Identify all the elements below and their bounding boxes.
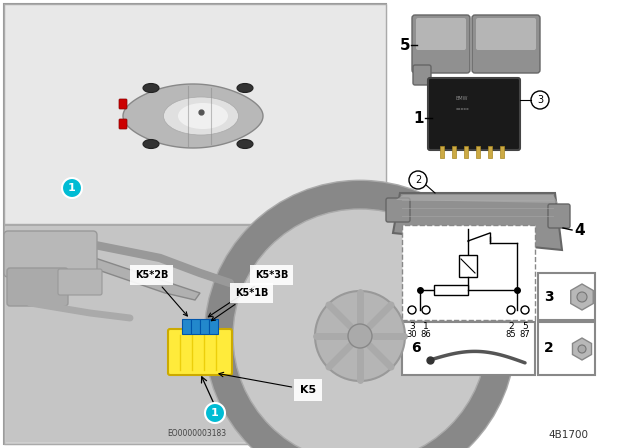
Text: K5*3B: K5*3B — [209, 270, 289, 317]
Text: EO0000003183: EO0000003183 — [168, 429, 227, 438]
Text: 1: 1 — [211, 408, 219, 418]
Bar — [500, 146, 504, 158]
FancyBboxPatch shape — [119, 119, 127, 129]
Bar — [402, 225, 535, 320]
FancyBboxPatch shape — [416, 18, 466, 50]
Bar — [434, 285, 468, 295]
Text: 1: 1 — [413, 111, 424, 125]
Text: 30: 30 — [406, 330, 417, 339]
FancyBboxPatch shape — [476, 18, 536, 50]
FancyBboxPatch shape — [413, 65, 431, 85]
Text: K5: K5 — [219, 372, 316, 395]
Ellipse shape — [237, 139, 253, 148]
Circle shape — [578, 345, 586, 353]
Polygon shape — [123, 84, 263, 148]
FancyBboxPatch shape — [428, 78, 520, 150]
Bar — [488, 146, 492, 158]
FancyBboxPatch shape — [4, 231, 97, 277]
FancyBboxPatch shape — [209, 319, 218, 333]
Bar — [476, 146, 480, 158]
Bar — [4, 4, 386, 444]
FancyBboxPatch shape — [548, 204, 570, 228]
FancyBboxPatch shape — [168, 329, 232, 375]
Text: 4: 4 — [575, 223, 586, 237]
Text: 1: 1 — [423, 322, 429, 331]
Ellipse shape — [143, 83, 159, 92]
FancyBboxPatch shape — [200, 319, 209, 333]
Bar — [440, 146, 444, 158]
FancyBboxPatch shape — [58, 269, 102, 295]
Text: 4B1700: 4B1700 — [548, 430, 588, 440]
Bar — [392, 0, 640, 448]
Text: 5: 5 — [522, 322, 528, 331]
Circle shape — [205, 181, 515, 448]
Polygon shape — [396, 195, 558, 203]
Text: 6: 6 — [411, 341, 421, 355]
Ellipse shape — [163, 97, 239, 135]
FancyBboxPatch shape — [182, 319, 191, 333]
Polygon shape — [8, 238, 200, 300]
Text: 3: 3 — [537, 95, 543, 105]
Text: 2: 2 — [415, 175, 421, 185]
Bar — [464, 146, 468, 158]
Text: 86: 86 — [420, 330, 431, 339]
FancyBboxPatch shape — [412, 15, 470, 73]
Bar — [452, 146, 456, 158]
Bar — [4, 225, 386, 444]
Bar — [538, 273, 595, 320]
Text: 1: 1 — [68, 183, 76, 193]
Text: ▪▪▪▪▪: ▪▪▪▪▪ — [455, 106, 469, 110]
Circle shape — [409, 171, 427, 189]
Ellipse shape — [237, 83, 253, 92]
Text: 2: 2 — [544, 341, 554, 355]
Bar — [6, 226, 384, 442]
Text: 3: 3 — [409, 322, 415, 331]
Text: K5*1B: K5*1B — [211, 288, 268, 321]
Circle shape — [233, 209, 487, 448]
Bar — [402, 322, 535, 375]
Text: K5*2B: K5*2B — [135, 270, 188, 316]
FancyBboxPatch shape — [472, 15, 540, 73]
Circle shape — [315, 291, 405, 381]
Circle shape — [507, 306, 515, 314]
Text: 3: 3 — [544, 290, 554, 304]
Circle shape — [577, 292, 587, 302]
FancyBboxPatch shape — [119, 99, 127, 109]
Circle shape — [348, 324, 372, 348]
Bar — [4, 4, 386, 224]
Circle shape — [408, 306, 416, 314]
Text: 87: 87 — [520, 330, 531, 339]
Bar — [538, 322, 595, 375]
FancyBboxPatch shape — [191, 319, 200, 333]
Circle shape — [531, 91, 549, 109]
FancyBboxPatch shape — [7, 268, 68, 306]
Text: 2: 2 — [508, 322, 514, 331]
FancyBboxPatch shape — [386, 198, 410, 222]
Text: 5: 5 — [400, 38, 410, 52]
Polygon shape — [393, 193, 562, 250]
Circle shape — [422, 306, 430, 314]
Circle shape — [62, 178, 82, 198]
Circle shape — [521, 306, 529, 314]
Text: 85: 85 — [506, 330, 516, 339]
Bar — [459, 255, 477, 277]
Ellipse shape — [178, 103, 228, 129]
Ellipse shape — [143, 139, 159, 148]
Text: BMW: BMW — [456, 95, 468, 100]
Circle shape — [205, 403, 225, 423]
